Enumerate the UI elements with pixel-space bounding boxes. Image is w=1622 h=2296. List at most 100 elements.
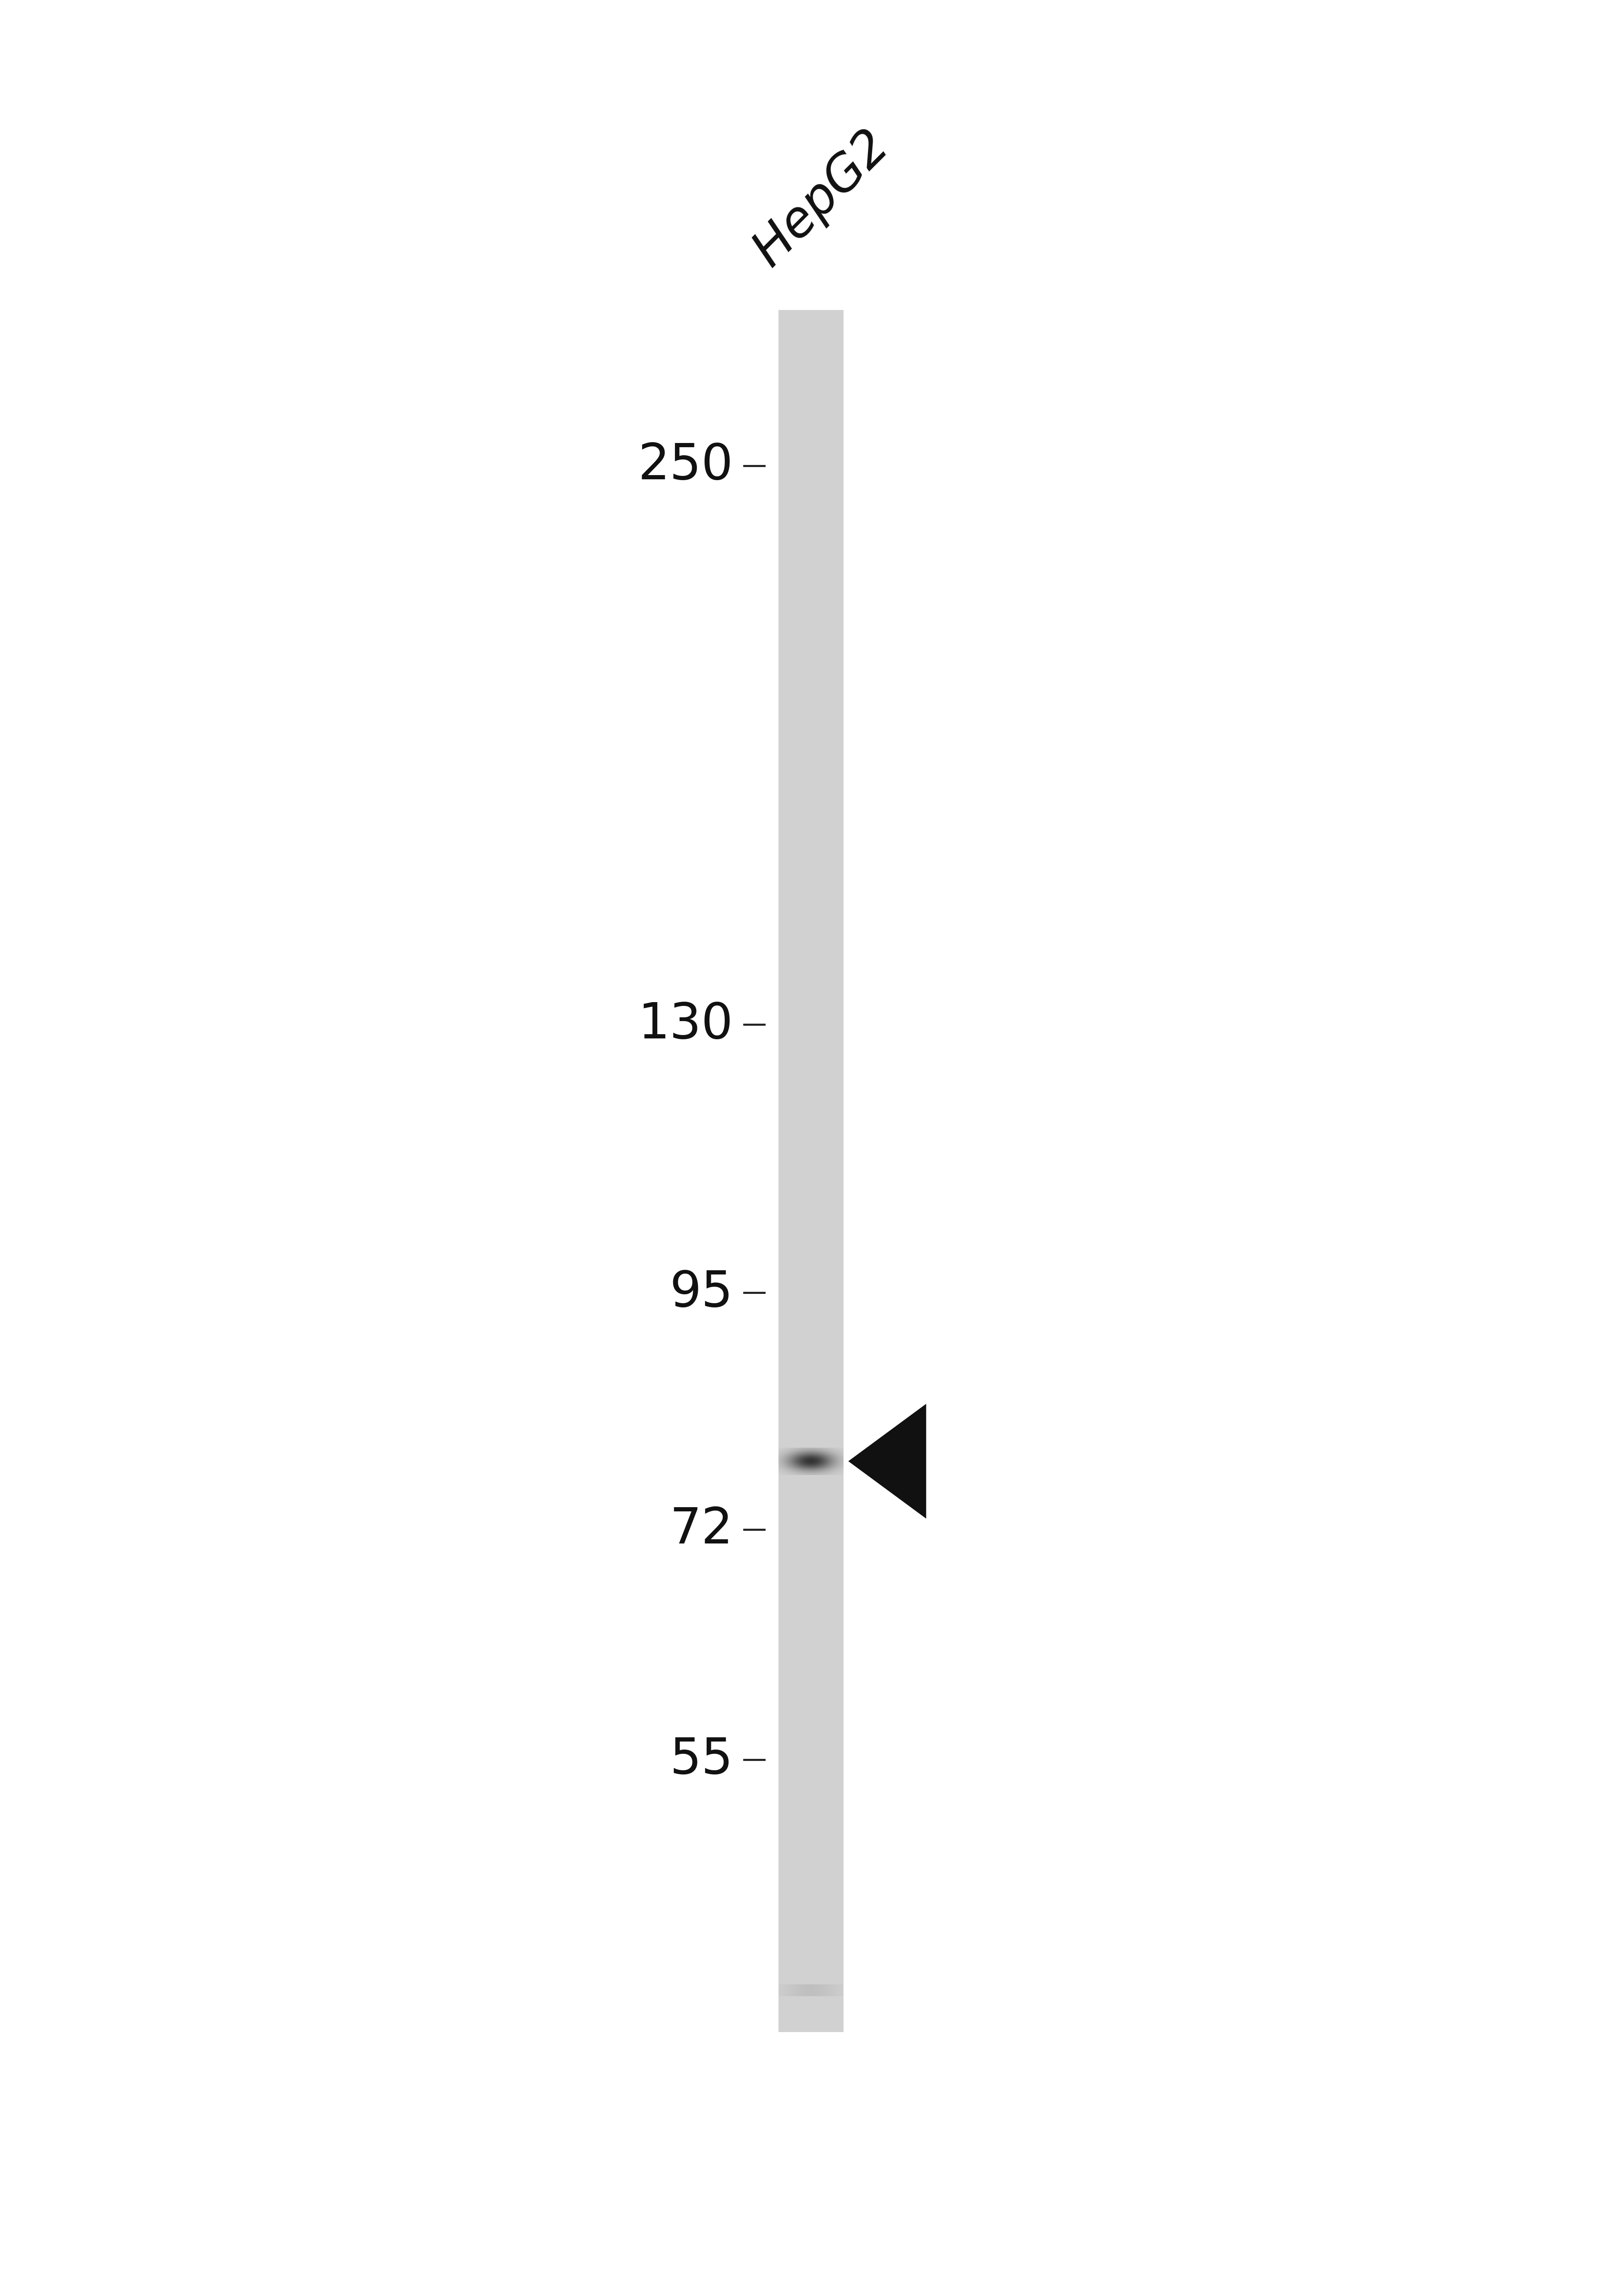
Bar [779, 1205, 843, 1215]
Bar [779, 1283, 843, 1290]
Bar [779, 1628, 843, 1637]
Bar [779, 1541, 843, 1550]
Bar [779, 1756, 843, 1766]
Bar [779, 707, 843, 714]
Bar [779, 1215, 843, 1224]
Bar [779, 1731, 843, 1740]
Bar [779, 1387, 843, 1396]
Bar [779, 1171, 843, 1180]
Bar [779, 861, 843, 870]
Bar [779, 817, 843, 827]
Bar [779, 1816, 843, 1825]
Bar [779, 939, 843, 946]
Bar [779, 792, 843, 801]
Bar [779, 1368, 843, 1378]
Bar [779, 629, 843, 638]
Bar [779, 501, 843, 507]
Bar [779, 595, 843, 604]
Bar [779, 946, 843, 955]
Bar [779, 1058, 843, 1068]
Bar [779, 767, 843, 776]
Bar [779, 1938, 843, 1947]
Bar [779, 1534, 843, 1541]
Bar [779, 1697, 843, 1704]
Bar [779, 1688, 843, 1697]
Bar [779, 1609, 843, 1619]
Bar [779, 877, 843, 886]
Bar [779, 1584, 843, 1593]
Bar [779, 1835, 843, 1841]
Bar [779, 344, 843, 354]
Bar [779, 1972, 843, 1979]
Bar [779, 328, 843, 335]
Bar [779, 1231, 843, 1240]
Bar [779, 1102, 843, 1111]
Bar [779, 1153, 843, 1162]
Bar [779, 1979, 843, 1988]
Bar [779, 473, 843, 482]
Bar [779, 1878, 843, 1885]
Bar [779, 836, 843, 845]
Bar [779, 1919, 843, 1929]
Bar [779, 370, 843, 379]
Bar [779, 1575, 843, 1584]
Bar [779, 921, 843, 930]
Bar [779, 1472, 843, 1481]
Bar [779, 1042, 843, 1052]
Bar [779, 1747, 843, 1756]
Bar [779, 758, 843, 767]
Bar [779, 974, 843, 983]
Bar [779, 611, 843, 620]
Polygon shape [848, 1403, 926, 1518]
Bar [779, 413, 843, 422]
Bar [779, 1196, 843, 1205]
Bar [779, 1437, 843, 1446]
Bar [779, 517, 843, 526]
Text: 55: 55 [670, 1736, 733, 1784]
Bar [779, 1903, 843, 1910]
Bar [779, 1127, 843, 1137]
Bar [779, 1525, 843, 1534]
Bar [779, 1290, 843, 1300]
Bar [779, 526, 843, 535]
Bar [779, 1713, 843, 1722]
Bar [779, 1603, 843, 1609]
Bar [779, 1221, 843, 1231]
Bar [779, 1033, 843, 1042]
Text: 130: 130 [637, 1001, 733, 1049]
Bar [779, 1841, 843, 1851]
Text: HepG2: HepG2 [744, 122, 899, 276]
Bar [779, 1189, 843, 1196]
Bar [779, 664, 843, 670]
Bar [779, 335, 843, 344]
Bar [779, 1825, 843, 1835]
Bar [779, 1644, 843, 1653]
Bar [779, 1869, 843, 1878]
Bar [779, 569, 843, 576]
Bar [779, 1963, 843, 1972]
Bar [779, 1265, 843, 1274]
Bar [779, 914, 843, 921]
Bar [779, 491, 843, 501]
Bar [779, 1093, 843, 1102]
Bar [779, 1550, 843, 1559]
Bar [779, 1671, 843, 1678]
Bar [779, 1120, 843, 1127]
Bar [779, 1593, 843, 1603]
Bar [779, 354, 843, 360]
Bar [779, 698, 843, 707]
Bar [779, 1800, 843, 1809]
Bar [779, 1421, 843, 1428]
Bar [779, 1137, 843, 1146]
Bar [779, 1678, 843, 1688]
Bar [779, 2023, 843, 2032]
Bar [779, 1490, 843, 1499]
Bar [779, 1077, 843, 1084]
Bar [779, 845, 843, 852]
Bar [779, 1619, 843, 1628]
Bar [779, 1378, 843, 1387]
Bar [779, 1412, 843, 1421]
Bar [779, 983, 843, 990]
Text: 250: 250 [637, 441, 733, 489]
Bar [779, 1300, 843, 1309]
